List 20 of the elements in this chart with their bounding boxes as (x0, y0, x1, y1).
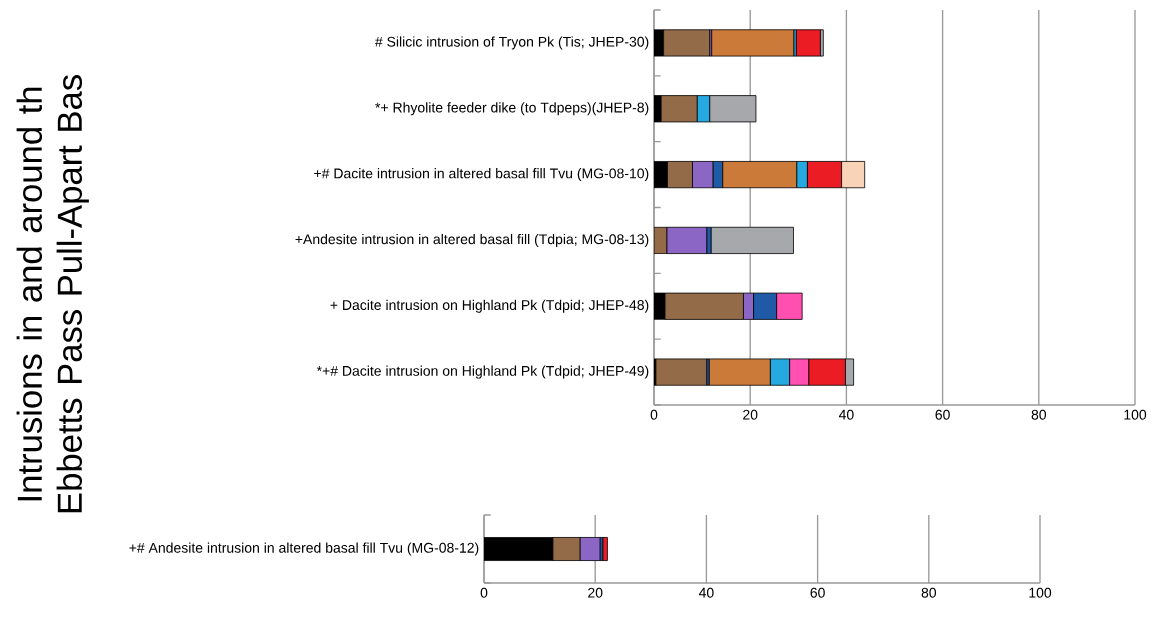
x-tick-label: 80 (921, 587, 937, 598)
y-tick-label: *+ Rhyolite feeder dike (to Tdpeps)(JHEP-8) (375, 102, 649, 116)
x-tick-label: 40 (838, 409, 854, 420)
x-tick-label: 100 (1029, 587, 1052, 598)
x-tick-label: 100 (1124, 409, 1147, 420)
x-tick-label: 20 (588, 587, 603, 598)
x-tick-label: 20 (743, 409, 758, 420)
x-tick-label: 0 (480, 587, 488, 598)
x-tick-label: 80 (1031, 409, 1047, 420)
x-tick-label: 60 (810, 587, 825, 598)
y-axis-title: Intrusions in and around th Ebbetts Pass Pull-Apart Bas (16, 75, 89, 513)
y-tick-label: +# Dacite intrusion in altered basal fill Tvu (MG-08-10) (314, 168, 649, 182)
x-tick-label: 0 (650, 409, 658, 420)
y-tick-label: +Andesite intrusion in altered basal fill (Tdpia; MG-08-13) (295, 233, 649, 247)
x-tick-label: 40 (698, 587, 714, 598)
y-tick-label: +# Andesite intrusion in altered basal fill Tvu (MG-08-12) (129, 542, 479, 556)
y-tick-label: # Silicic intrusion of Tryon Pk (Tis; JHEP-30) (374, 36, 649, 50)
x-tick-label: 60 (935, 409, 950, 420)
y-tick-label: + Dacite intrusion on Highland Pk (Tdpid; JHEP-48) (330, 299, 649, 313)
y-tick-label: *+# Dacite intrusion on Highland Pk (Tdpid; JHEP-49) (316, 365, 649, 379)
